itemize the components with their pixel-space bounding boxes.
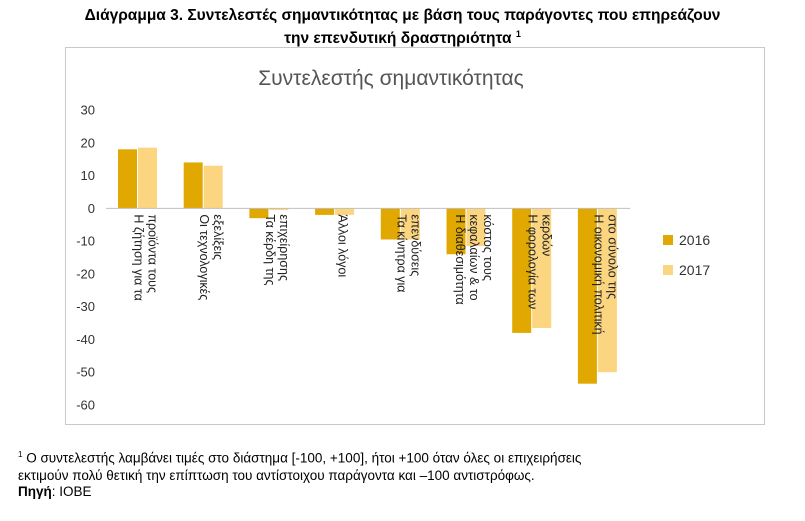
bar-series [106, 147, 631, 384]
category-label-line: Τα κίνητρα για [394, 214, 408, 292]
category-label-line: επιχείρησης [277, 214, 291, 281]
y-tick-label: 0 [88, 201, 95, 216]
legend-swatch-2016 [663, 235, 673, 245]
category-label-line: επενδύσεις [408, 214, 422, 276]
category-label-line: κόστος τους [481, 214, 495, 281]
bar-2016-7 [512, 208, 532, 333]
figure-title-line-2: την επενδυτική δραστηριότητα 1 [0, 25, 805, 48]
y-tick-label: -20 [76, 266, 95, 281]
legend-swatch-2017 [663, 265, 673, 275]
figure-title: Διάγραμμα 3. Συντελεστές σημαντικότητας … [0, 6, 805, 48]
y-tick-label: -60 [76, 398, 95, 413]
category-label-line: Η ζήτηση για τα [132, 214, 146, 300]
category-label-line: Η φορολογία των [526, 214, 540, 309]
y-tick-label: 10 [81, 168, 95, 183]
category-label: Οι τεχνολογικές εξελίξεις [197, 214, 225, 300]
category-label-line: εξελίξεις [211, 214, 225, 260]
y-tick-label: -10 [76, 234, 95, 249]
footnote: 1 Ο συντελεστής λαμβάνει τιμές στο διάστ… [18, 446, 798, 484]
category-label: Η φορολογία των κερδών [526, 214, 554, 309]
y-tick-label: 30 [81, 103, 95, 118]
y-tick-label: -50 [76, 365, 95, 380]
bar-2016-5 [380, 208, 400, 240]
figure-title-line-2-text: την επενδυτική δραστηριότητα [284, 30, 512, 48]
bar-chart: Συντελεστής σημαντικότητας 30 20 10 0 -10 -20… [76, 67, 710, 413]
bar-2016-3 [249, 208, 269, 219]
source-label: Πηγή [18, 484, 52, 499]
source-value: : ΙΟΒΕ [51, 484, 92, 499]
footnote-line-2: εκτιμούν πολύ θετική την επίπτωση του αν… [18, 467, 535, 483]
y-tick-label: -40 [76, 332, 95, 347]
category-label-line: Οι τεχνολογικές [197, 214, 211, 300]
bar-2017-7 [532, 208, 552, 328]
category-label: Η διαθεσιμότητα κεφαλαίων & το κόστος τους [453, 214, 495, 304]
figure-title-line-1: Διάγραμμα 3. Συντελεστές σημαντικότητας … [84, 7, 721, 24]
category-label: Η οικονομική πολιτική στο σύνολο της [591, 214, 619, 334]
legend-label-2016: 2016 [679, 232, 710, 248]
category-label-line: κερδών [540, 214, 554, 256]
source-line: Πηγή: ΙΟΒΕ [18, 484, 92, 499]
bar-2017-6 [466, 208, 486, 247]
footnote-line-1-text: Ο συντελεστής λαμβάνει τιμές στο διάστημ… [26, 450, 582, 466]
bar-2016-2 [183, 162, 203, 209]
bar-2017-5 [400, 208, 420, 240]
figure-title-footnote-mark: 1 [515, 29, 521, 39]
category-label-line: Άλλοι λόγοι [336, 214, 350, 277]
legend: 2016 2017 [663, 232, 710, 278]
bar-2017-1 [138, 147, 157, 209]
category-label-line: Η διαθεσιμότητα [453, 214, 467, 304]
category-label-line: προϊόντα τους [146, 214, 160, 293]
y-tick-label: 20 [81, 135, 95, 150]
footnote-line-1: 1 Ο συντελεστής λαμβάνει τιμές στο διάστ… [18, 446, 798, 467]
bar-2017-4 [335, 208, 355, 215]
chart-panel: Συντελεστής σημαντικότητας 30 20 10 0 -10 -20… [65, 47, 765, 425]
category-label: Άλλοι λόγοι [336, 214, 350, 277]
bar-2017-2 [203, 165, 223, 209]
y-axis: 30 20 10 0 -10 -20 -30 -40 -50 -60 [76, 103, 95, 413]
bar-2017-8 [597, 208, 617, 373]
category-label-line: Η οικονομική πολιτική [591, 214, 605, 334]
bar-2017-3 [269, 208, 289, 210]
category-label-line: κεφαλαίων & το [467, 214, 481, 300]
legend-label-2017: 2017 [679, 262, 710, 278]
bar-2016-1 [118, 149, 137, 209]
category-label-line: Τα κέρδη της [263, 214, 277, 285]
category-label: Η ζήτηση για τα προϊόντα τους [132, 214, 160, 300]
category-label-line: στο σύνολο της [605, 214, 619, 299]
category-label: Τα κέρδη της επιχείρησης [263, 214, 291, 285]
bar-2016-6 [446, 208, 466, 255]
y-tick-label: -30 [76, 299, 95, 314]
category-labels: Η ζήτηση για τα προϊόντα τους Οι τεχνολογι… [132, 214, 620, 334]
bar-2016-8 [577, 208, 597, 384]
chart-title: Συντελεστής σημαντικότητας [258, 67, 524, 90]
bar-2016-4 [315, 208, 335, 215]
category-label: Τα κίνητρα για επενδύσεις [394, 214, 422, 292]
footnote-mark: 1 [18, 450, 23, 459]
